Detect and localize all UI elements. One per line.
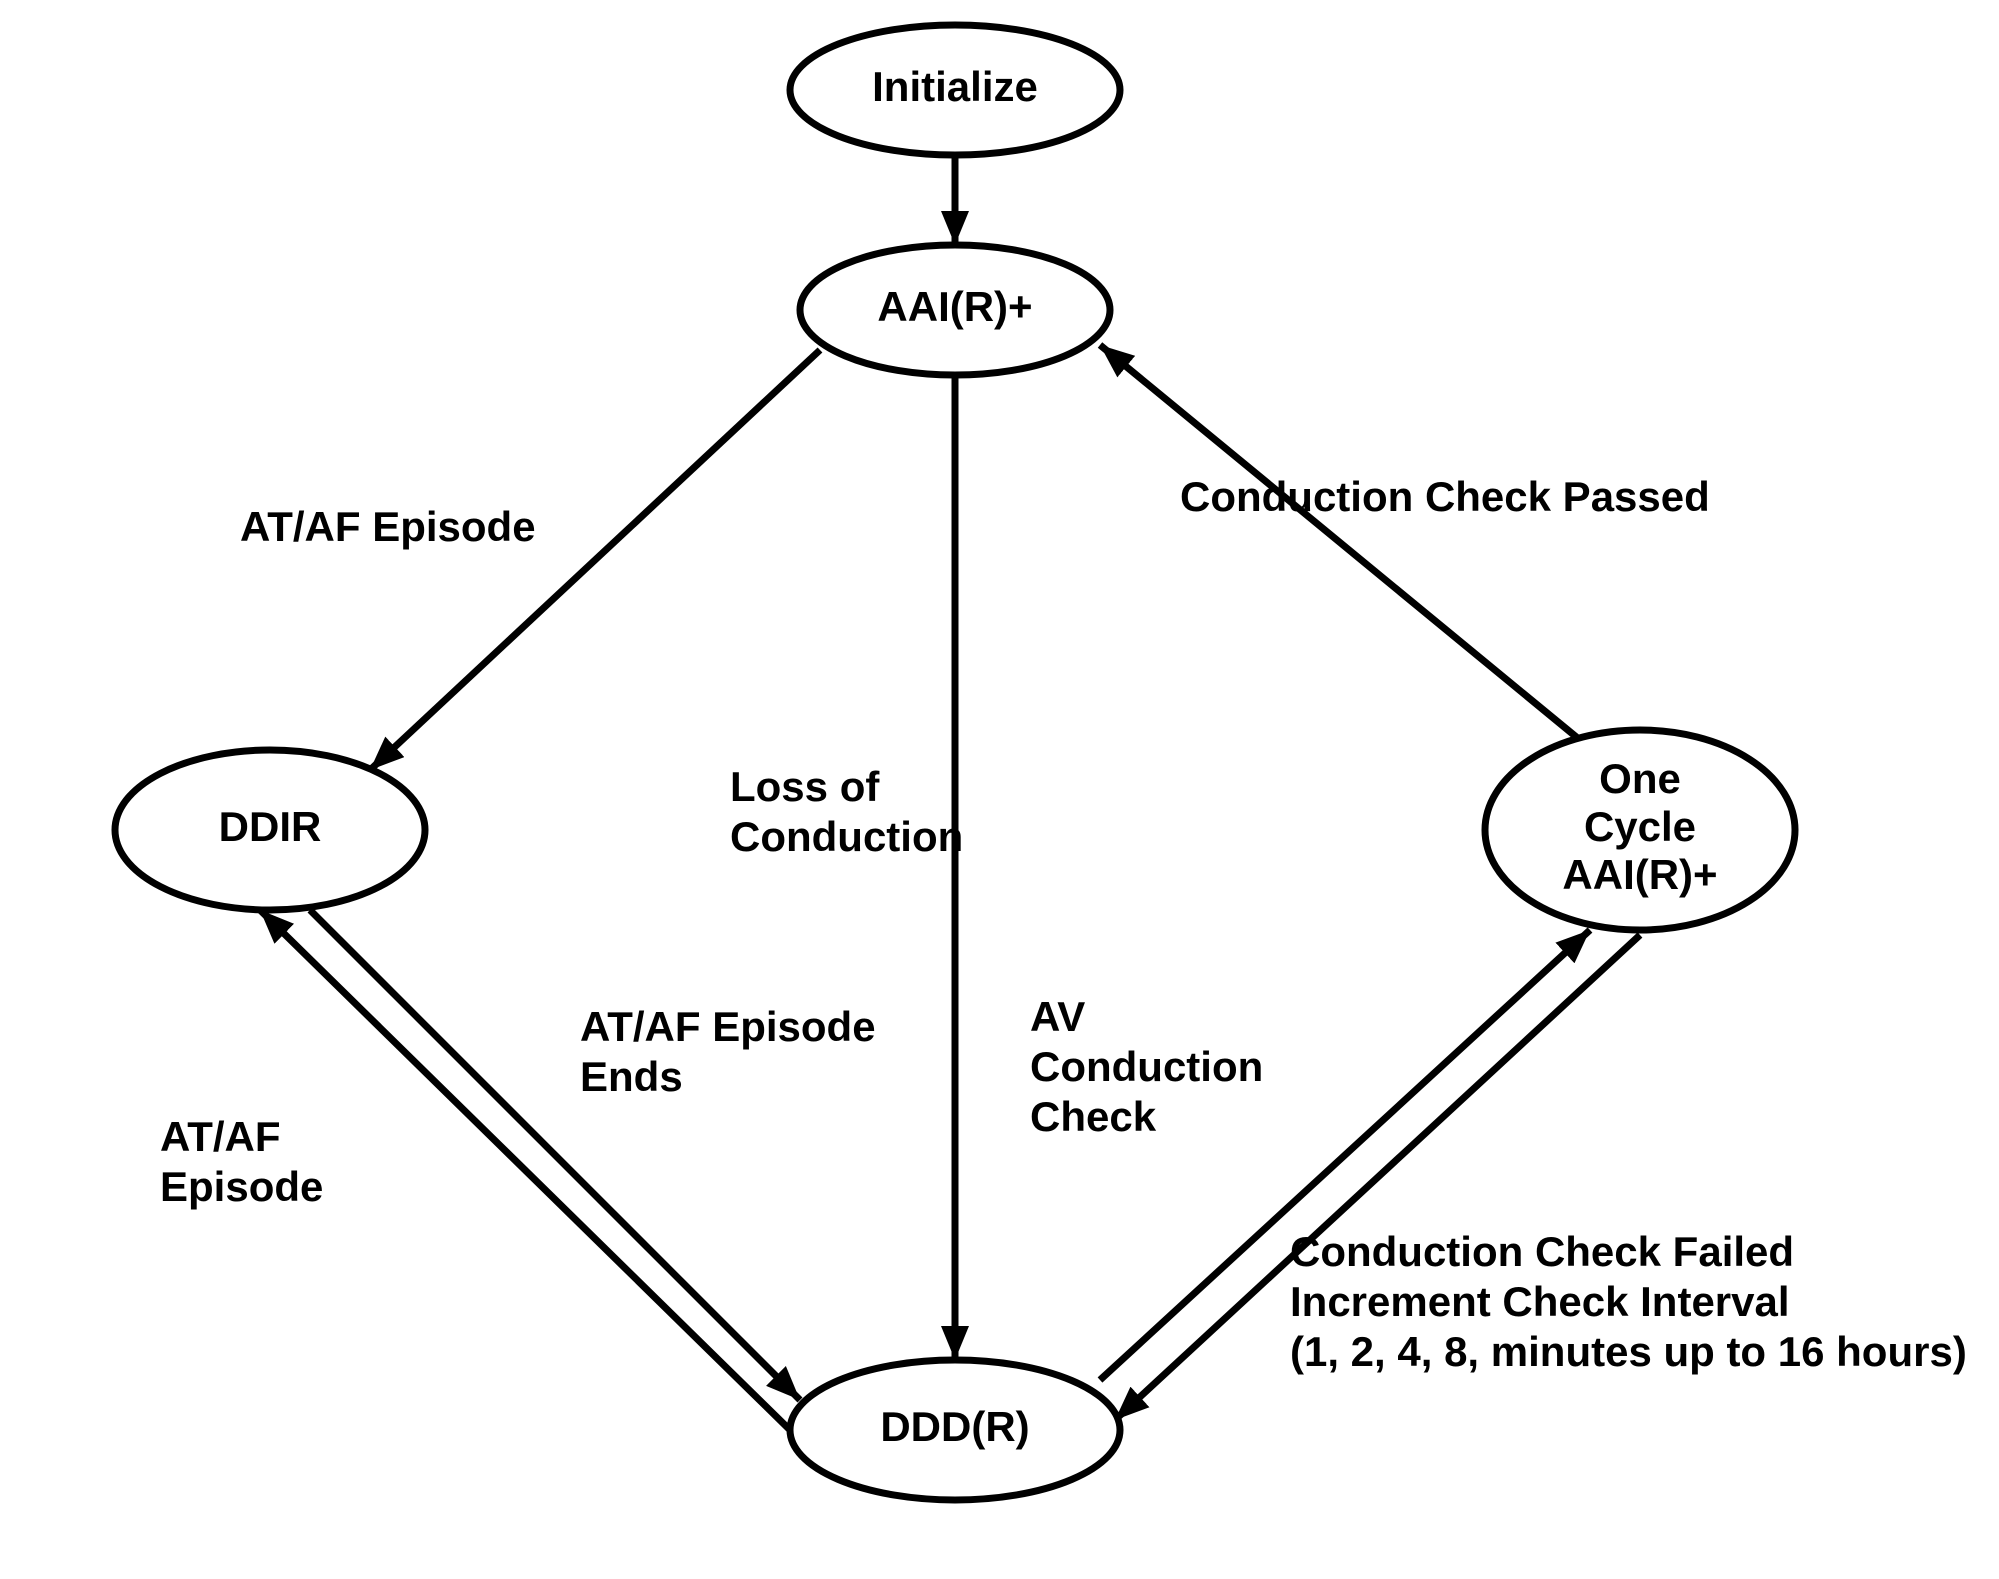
edge-label-dddr-to-onecycle-2: Check xyxy=(1030,1093,1157,1140)
node-label-onecycle-1: Cycle xyxy=(1584,803,1696,850)
edge-label-aair-to-ddir-0: AT/AF Episode xyxy=(240,503,536,550)
edge-label-dddr-to-onecycle-1: Conduction xyxy=(1030,1043,1263,1090)
node-label-aair: AAI(R)+ xyxy=(877,283,1032,330)
node-label-ddir: DDIR xyxy=(219,803,322,850)
edge-label-onecycle-to-dddr-2: (1, 2, 4, 8, minutes up to 16 hours) xyxy=(1290,1328,1967,1375)
edge-label-aair-to-dddr-0: Loss of xyxy=(730,763,880,810)
node-label-onecycle-2: AAI(R)+ xyxy=(1562,851,1717,898)
edge-label-onecycle-to-dddr-0: Conduction Check Failed xyxy=(1290,1228,1794,1275)
edge-label-dddr-to-ddir-1: Episode xyxy=(160,1163,323,1210)
edge-label-aair-to-dddr-1: Conduction xyxy=(730,813,963,860)
node-onecycle: OneCycleAAI(R)+ xyxy=(1485,730,1795,930)
edge-label-onecycle-to-aair-0: Conduction Check Passed xyxy=(1180,473,1710,520)
edge-aair-to-ddir xyxy=(370,350,820,770)
node-label-onecycle-0: One xyxy=(1599,755,1681,802)
edge-onecycle-to-aair xyxy=(1100,345,1580,740)
edge-label-ddir-to-dddr-1: Ends xyxy=(580,1053,683,1100)
node-dddr: DDD(R) xyxy=(790,1360,1120,1500)
node-ddir: DDIR xyxy=(115,750,425,910)
edge-label-ddir-to-dddr-0: AT/AF Episode xyxy=(580,1003,876,1050)
edge-label-dddr-to-onecycle-0: AV xyxy=(1030,993,1085,1040)
node-initialize: Initialize xyxy=(790,25,1120,155)
edge-label-dddr-to-ddir-0: AT/AF xyxy=(160,1113,281,1160)
edge-label-onecycle-to-dddr-1: Increment Check Interval xyxy=(1290,1278,1790,1325)
edge-dddr-to-ddir xyxy=(260,910,790,1430)
node-label-dddr: DDD(R) xyxy=(880,1403,1029,1450)
edge-ddir-to-dddr xyxy=(310,910,800,1400)
node-aair: AAI(R)+ xyxy=(800,245,1110,375)
state-diagram: InitializeAAI(R)+DDIROneCycleAAI(R)+DDD(… xyxy=(0,0,1999,1579)
node-label-initialize: Initialize xyxy=(872,63,1038,110)
